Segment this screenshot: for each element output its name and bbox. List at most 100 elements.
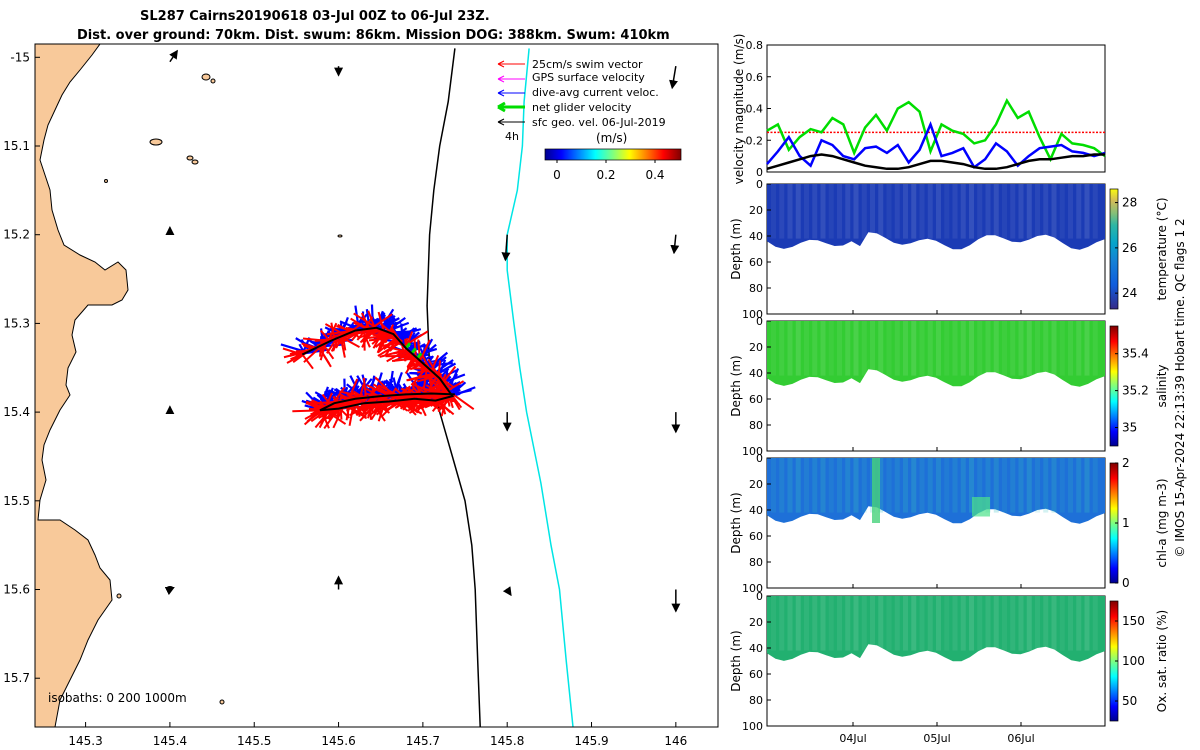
section-streak [804, 458, 809, 513]
depth-tick-label: 20 [749, 341, 763, 354]
isobaths-label: isobaths: 0 200 1000m [48, 691, 187, 705]
section-streak [771, 458, 776, 513]
swim-vector [326, 337, 338, 354]
legend-item-dive-avg: dive-avg current veloc. [497, 86, 659, 99]
section-streak [853, 184, 859, 239]
section-streak [903, 184, 908, 239]
section-streak [861, 321, 867, 376]
section-streak [1026, 321, 1032, 376]
swim-vector [344, 328, 363, 342]
velocity-tick-label: 0.4 [746, 103, 764, 116]
section-streak [804, 184, 809, 239]
swim-vector [442, 365, 457, 384]
swim-vector [378, 321, 393, 335]
section-streak [787, 458, 793, 513]
section-streak [1084, 321, 1090, 376]
section-streak [1084, 458, 1090, 513]
legend-note: 4h [505, 130, 519, 143]
section-streak [911, 458, 917, 513]
section-streak [837, 596, 842, 651]
section-field [767, 321, 1105, 387]
map-x-tick-label: 145.3 [68, 734, 102, 748]
section-streak [1018, 458, 1024, 513]
depth-tick-label: 0 [756, 452, 763, 465]
section-streak [1059, 458, 1065, 513]
section-streak [820, 596, 826, 651]
colorbar-tick-label: 0 [1122, 576, 1130, 590]
velocity-ylabel: velocity magnitude (m/s) [732, 34, 746, 185]
depth-tick-label: 40 [749, 642, 763, 655]
depth-tick-label: 40 [749, 367, 763, 380]
section-streak [886, 184, 892, 239]
section-streak [828, 596, 834, 651]
swim-vector [437, 360, 442, 378]
section-streak [911, 596, 917, 651]
swim-vector [369, 386, 394, 397]
section-ylabel: Depth (m) [729, 492, 743, 553]
section-streak [985, 458, 991, 513]
section-streak [820, 184, 826, 239]
depth-tick-label: 100 [742, 582, 763, 595]
section-streak [977, 458, 983, 513]
section-streak [1092, 458, 1098, 513]
swim-vector [427, 375, 435, 394]
section-streak [812, 184, 818, 239]
colorbar-tick: 0.4 [645, 168, 664, 182]
colorbar-label: (m/s) [596, 131, 627, 145]
section-streak [870, 321, 875, 376]
map-y-tick-label: 15.3 [3, 316, 30, 330]
section-streak [919, 596, 925, 651]
section-streak [903, 321, 908, 376]
velocity-y-axis: 0 0.2 0.4 0.6 0.8 [746, 39, 771, 179]
section-streak [1051, 184, 1057, 239]
section-streak [1010, 458, 1016, 513]
swim-vector [430, 354, 440, 372]
section-streak [1051, 321, 1057, 376]
map-y-tick-label: 15.2 [3, 228, 30, 242]
swim-vector [411, 385, 420, 395]
depth-tick-label: 60 [749, 256, 763, 269]
time-axis: 04Jul 05Jul 06Jul [839, 732, 1034, 745]
section-streak [993, 458, 999, 513]
swim-vector [301, 353, 314, 370]
depth-tick-label: 60 [749, 668, 763, 681]
map-y-tick-label: -15 [10, 50, 30, 64]
colorbar-tick-label: 26 [1122, 241, 1137, 255]
depth-tick-label: 100 [742, 720, 763, 733]
section-streak [1018, 321, 1024, 376]
section-streak [779, 458, 785, 513]
depth-tick-label: 80 [749, 419, 763, 432]
legend-label: dive-avg current veloc. [532, 86, 659, 99]
section-streak [1002, 184, 1007, 239]
section-streak [1051, 596, 1057, 651]
swim-vector [407, 373, 436, 382]
section-streak [828, 321, 834, 376]
colorbar-tick-label: 1 [1122, 516, 1130, 530]
velocity-series-line [766, 153, 1105, 171]
section-streak [886, 321, 892, 376]
section-streak [977, 596, 983, 651]
island-e [191, 159, 199, 165]
section-streak [870, 184, 875, 239]
colorbar-tick: 0.2 [596, 168, 615, 182]
section-streak [927, 596, 933, 651]
map-x-tick-label: 145.7 [406, 734, 440, 748]
section-streak [1035, 458, 1040, 513]
geo-vector [164, 587, 175, 596]
section-streak [878, 321, 884, 376]
depth-tick-label: 60 [749, 393, 763, 406]
swim-vector-cluster [282, 310, 475, 430]
section-streak [1092, 184, 1098, 239]
velocity-series [766, 97, 1106, 171]
section-streak [960, 458, 966, 513]
section-streak [787, 184, 793, 239]
section-streak [993, 184, 999, 239]
swim-vector [303, 343, 324, 363]
section-streak [853, 458, 859, 513]
section-streak [804, 321, 809, 376]
legend-label: 25cm/s swim vector [532, 58, 643, 71]
net-glider-vector [410, 347, 417, 355]
swim-vector [394, 388, 403, 396]
geo-vector [169, 49, 178, 63]
